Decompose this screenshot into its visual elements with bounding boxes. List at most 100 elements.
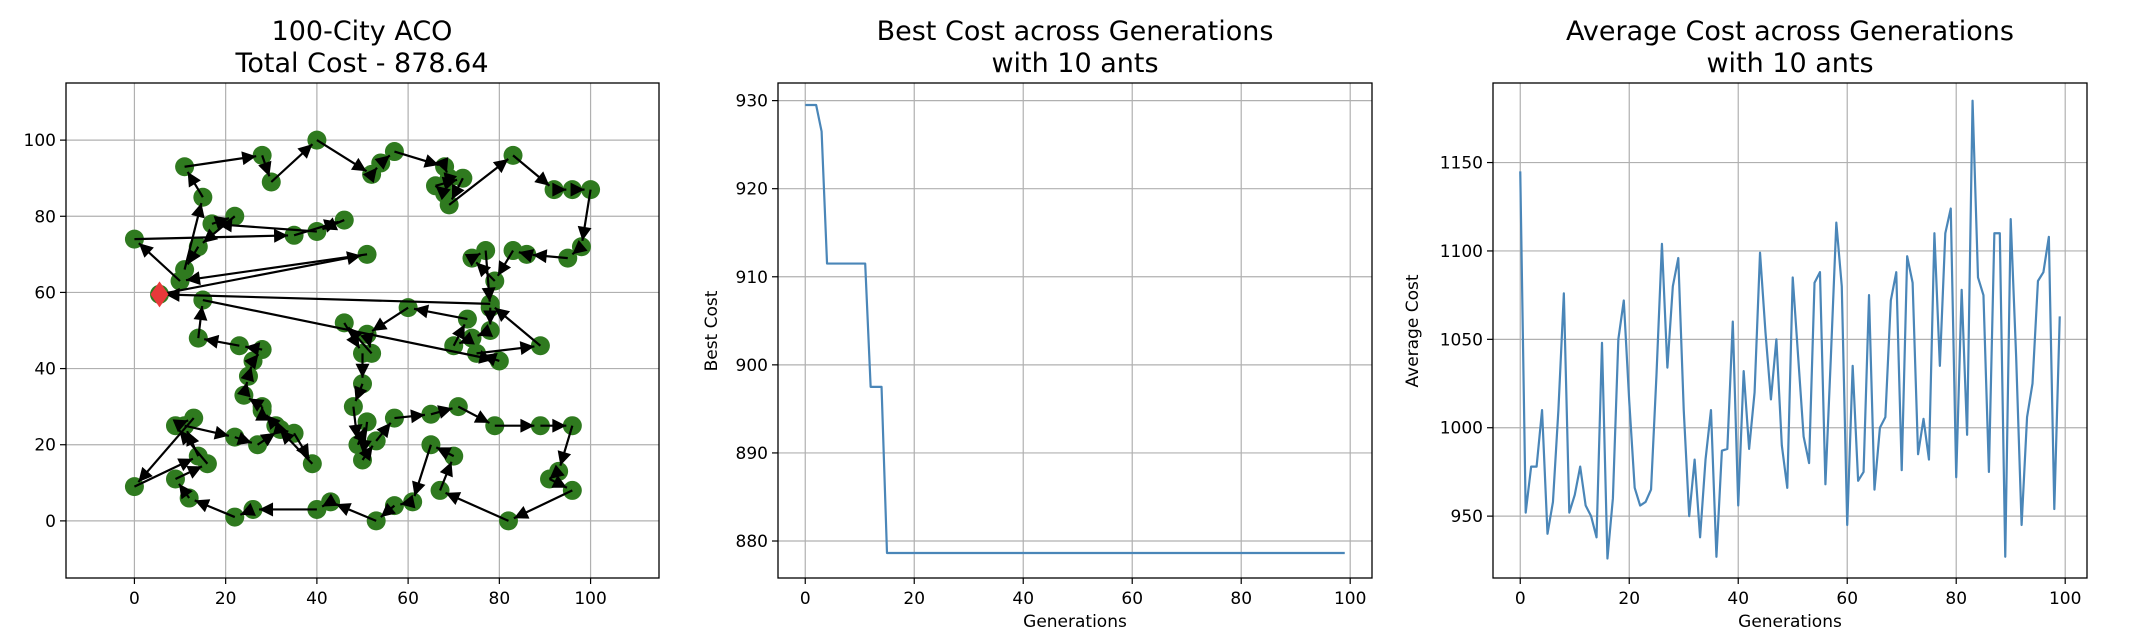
- route-segment: [477, 323, 494, 337]
- route-segment: [435, 157, 449, 174]
- y-tick-label: 100: [24, 131, 56, 151]
- best-cost-chart: Best Cost across Generations with 10 ant…: [702, 16, 1373, 632]
- route-segment: [481, 353, 500, 367]
- x-tick-label: 20: [215, 589, 237, 609]
- route-segment: [245, 342, 263, 356]
- route-segment: [360, 332, 374, 348]
- y-tick-label: 1050: [1440, 330, 1483, 350]
- y-tick-label: 1100: [1440, 242, 1483, 262]
- route-segment: [165, 287, 491, 305]
- x-axis-label: Generations: [1738, 612, 1842, 632]
- route-segment: [557, 425, 574, 466]
- plot-frame: [1492, 82, 2088, 579]
- y-tick-label: 40: [34, 360, 56, 380]
- route-segment: [430, 405, 453, 419]
- route-segment: [256, 431, 277, 447]
- route-segment: [457, 405, 490, 424]
- route-segment: [435, 176, 458, 191]
- x-tick-label: 0: [129, 589, 140, 609]
- route-segment: [133, 457, 194, 488]
- route-segment: [185, 253, 368, 286]
- plot-frame: [65, 82, 660, 579]
- route-segment: [571, 239, 588, 256]
- x-tick-label: 80: [1945, 589, 1967, 609]
- y-tick-label: 920: [736, 180, 768, 200]
- route-segment: [184, 151, 257, 168]
- route-segment: [186, 171, 204, 198]
- route-segment: [380, 502, 397, 518]
- x-tick-label: 100: [2049, 589, 2081, 609]
- route-segment: [448, 158, 509, 206]
- route-segment: [186, 246, 201, 265]
- city-point: [476, 241, 496, 261]
- aco-route-chart: 100-City ACO Total Cost - 878.64 0 20 40 60…: [24, 16, 660, 609]
- route-segment: [548, 464, 565, 480]
- route-segment: [371, 306, 409, 332]
- x-tick-label: 0: [800, 589, 811, 609]
- chart-title-line1: Best Cost across Generations: [877, 16, 1274, 47]
- city-point: [503, 241, 523, 261]
- route-segment: [549, 475, 568, 489]
- y-tick-label: 880: [736, 532, 768, 552]
- route-segment: [184, 424, 230, 440]
- route-segment: [476, 341, 535, 356]
- y-tick-label: 60: [34, 283, 56, 303]
- route-segment: [512, 154, 551, 187]
- chart-title-line2: Total Cost - 878.64: [234, 48, 488, 79]
- x-tick-label: 80: [489, 589, 511, 609]
- route-segment: [343, 322, 361, 349]
- route-segment: [234, 431, 253, 446]
- route-segment: [186, 430, 200, 457]
- y-tick-label: 1000: [1440, 419, 1483, 439]
- y-tick-label: 930: [736, 92, 768, 112]
- route-segment: [434, 184, 451, 201]
- route-segment: [375, 422, 392, 442]
- best-cost-line: [805, 103, 1345, 555]
- route-segment: [354, 383, 368, 402]
- route-segment: [494, 306, 542, 347]
- route-segment: [394, 409, 426, 424]
- y-tick-label: 80: [34, 207, 56, 227]
- y-tick-label: 1150: [1440, 154, 1483, 174]
- route-segment: [279, 429, 314, 465]
- route-segment: [358, 445, 374, 462]
- route-segment: [452, 323, 466, 347]
- chart-title-line1: 100-City ACO: [272, 16, 453, 47]
- average-cost-chart: Average Cost across Generations with 10 …: [1403, 16, 2088, 632]
- route-segment: [475, 261, 496, 282]
- route-segment: [202, 215, 236, 244]
- y-tick-label: 20: [34, 436, 56, 456]
- plot-frame: [777, 82, 1373, 579]
- route-segment: [203, 334, 240, 349]
- average-cost-line: [1519, 99, 2061, 560]
- x-tick-label: 100: [1334, 589, 1366, 609]
- route-segment: [335, 503, 377, 522]
- route-segment: [577, 189, 592, 241]
- x-tick-label: 80: [1230, 589, 1252, 609]
- route-segment: [513, 489, 573, 520]
- route-segment: [211, 215, 230, 230]
- route-segment: [178, 483, 193, 500]
- y-axis-label: Best Cost: [702, 290, 722, 371]
- route-segment: [532, 249, 568, 264]
- y-tick-label: 0: [45, 512, 56, 532]
- y-tick-label: 890: [736, 444, 768, 464]
- route-segment: [400, 494, 416, 509]
- route-segment: [137, 417, 195, 483]
- route-segment: [159, 251, 362, 296]
- route-segment: [316, 139, 368, 173]
- route-segment: [439, 461, 453, 491]
- x-tick-label: 40: [1727, 589, 1749, 609]
- x-axis-label: Generations: [1023, 612, 1127, 632]
- route-segment: [435, 446, 455, 460]
- route-segment: [183, 202, 205, 270]
- route-segment: [270, 143, 314, 183]
- chart-title-line1: Average Cost across Generations: [1566, 16, 2014, 47]
- route-segment: [464, 252, 481, 267]
- route-segment: [258, 154, 272, 177]
- route-segment: [193, 305, 208, 339]
- route-segment: [450, 177, 465, 201]
- chart-title-line2: with 10 ants: [1706, 48, 1873, 79]
- route-segment: [293, 432, 311, 460]
